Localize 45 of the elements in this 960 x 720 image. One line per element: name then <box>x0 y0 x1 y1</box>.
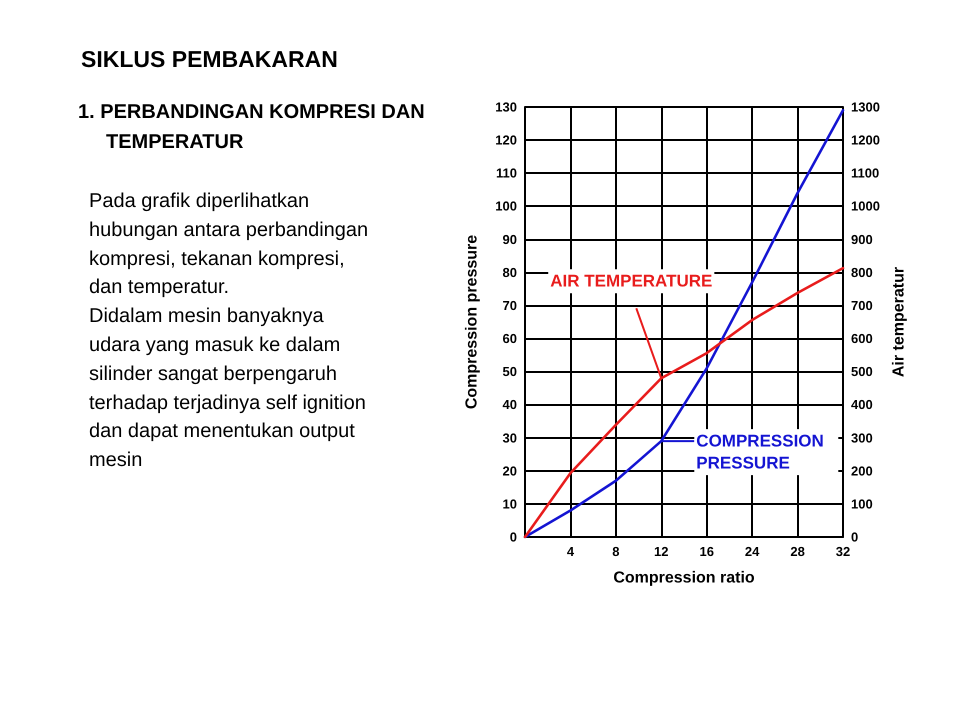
y2-tick-label: 0 <box>851 530 858 544</box>
y-tick-label: 110 <box>496 166 517 181</box>
y2-tick-label: 500 <box>851 364 873 380</box>
y2-tick-label: 800 <box>851 264 873 280</box>
y2-tick-label: 900 <box>851 232 873 247</box>
y2-tick-label: 600 <box>851 331 873 346</box>
x-axis-title: Compression ratio <box>613 570 755 586</box>
text: SIKLUS PEMBAKARAN <box>81 46 339 73</box>
y-tick-label: 100 <box>495 198 517 214</box>
y2-tick-label: 300 <box>851 430 873 446</box>
y-tick-label: 0 <box>510 530 517 544</box>
y2-tick-label: 1000 <box>851 198 880 214</box>
y-tick-label: 40 <box>502 397 517 412</box>
x-tick-label: 4 <box>566 544 575 559</box>
y-tick-label: 30 <box>502 430 517 446</box>
y-tick-label: 20 <box>502 463 517 478</box>
x-tick-label: 28 <box>790 544 805 559</box>
y-axis-title: Compression pressure <box>464 234 480 410</box>
line-series <box>524 109 844 538</box>
y2-tick-label: 200 <box>851 463 873 478</box>
annotation: AIR TEMPERATURE <box>550 272 712 291</box>
y-tick-label: 80 <box>502 264 517 280</box>
x-tick-label: 12 <box>654 544 669 559</box>
y-tick-label: 90 <box>502 232 517 247</box>
y2-axis-title: Air temperatur <box>890 266 908 378</box>
y2-tick-label: 1300 <box>851 100 880 114</box>
x-tick-label: 16 <box>699 544 714 559</box>
y-tick-label: 70 <box>502 298 517 313</box>
y-tick-label: 50 <box>502 364 517 380</box>
text: Pada grafik diperlihatkan hubungan antara perbandingan kompresi, tekanan kompresi, dan temperatur. <box>89 189 370 300</box>
y-tick-label: 60 <box>502 331 517 346</box>
y2-tick-label: 100 <box>851 496 873 512</box>
y2-tick-label: 1200 <box>851 132 880 148</box>
y2-tick-label: 1100 <box>851 166 880 181</box>
y-tick-label: 10 <box>502 496 517 512</box>
y-tick-label: 120 <box>495 132 517 148</box>
annotation: COMPRESSION PRESSURE <box>696 432 829 473</box>
x-tick-label: 8 <box>612 544 620 559</box>
y2-tick-label: 700 <box>851 298 873 313</box>
x-tick-label: 32 <box>836 544 850 559</box>
x-tick-label: 24 <box>744 544 760 559</box>
text: Didalam mesin banyaknya udara yang masuk ke dalam silinder sangat berpengaruh terhadap terjadinya self ignition dan dapat menentukan output mesin <box>89 304 367 474</box>
text: 1. PERBANDINGAN KOMPRESI DAN TEMPERATUR <box>78 100 426 155</box>
y2-tick-label: 400 <box>851 397 873 412</box>
y-tick-label: 130 <box>495 100 517 114</box>
